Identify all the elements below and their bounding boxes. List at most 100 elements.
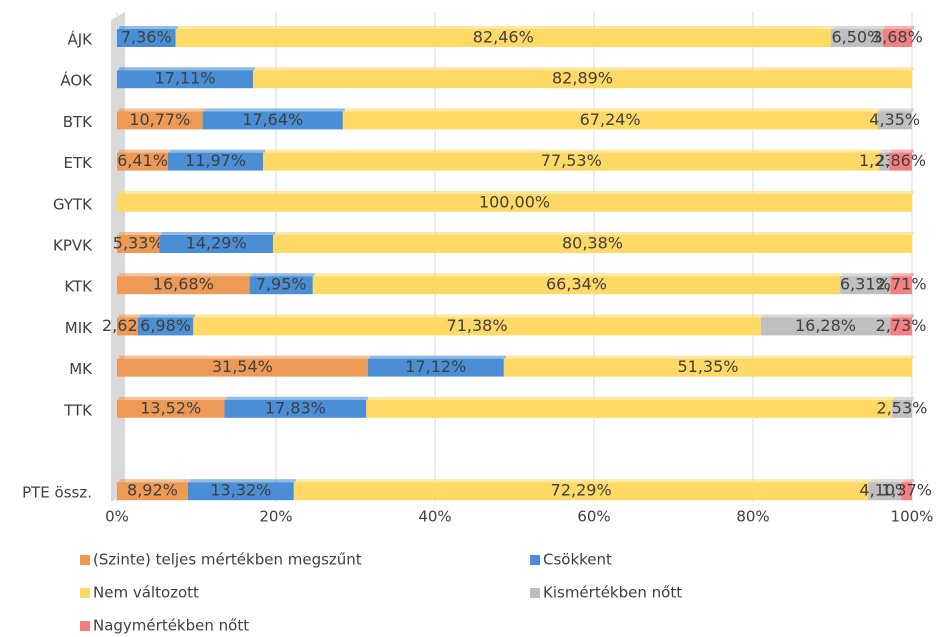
bar-top: [344, 108, 880, 112]
bar-segment: [840, 276, 891, 295]
bar-top: [314, 273, 843, 277]
y-tick-label: GYTK: [53, 195, 93, 213]
data-label: 6,50%: [831, 28, 882, 47]
data-label: 17,12%: [405, 357, 466, 376]
bar-top: [139, 314, 196, 318]
x-tick-label: 20%: [259, 508, 292, 526]
data-label: 13,52%: [140, 398, 201, 417]
data-label: 72,29%: [551, 481, 612, 500]
bar-segment: [193, 317, 761, 336]
x-tick-label: 40%: [418, 508, 451, 526]
bar-top: [870, 479, 904, 483]
bar-segment: [891, 399, 912, 418]
bar-segment: [882, 29, 912, 47]
bar-segment: [760, 317, 891, 336]
data-label: 14,29%: [186, 234, 247, 253]
wall: [111, 12, 125, 502]
bar-top: [119, 232, 162, 235]
bar-top: [189, 479, 296, 483]
bar-top: [119, 190, 914, 194]
bar-top: [879, 108, 914, 112]
bar-top: [881, 149, 892, 153]
bar-segment: [890, 317, 912, 336]
bar-top: [265, 149, 882, 153]
data-label: 80,38%: [562, 234, 623, 253]
bar-segment: [901, 482, 912, 501]
data-label: 100,00%: [479, 192, 550, 211]
bar-top: [177, 26, 834, 29]
bar-top: [891, 149, 914, 153]
bar-segment: [366, 399, 892, 418]
legend-label: Kismértékben nőtt: [543, 584, 682, 602]
bar-top: [903, 479, 914, 483]
bar-top: [119, 149, 170, 153]
bar-top: [893, 396, 914, 400]
data-label: 7,36%: [121, 28, 172, 47]
y-tick-label: ÁJK: [67, 30, 93, 49]
bar-segment: [167, 152, 264, 171]
x-tick-label: 60%: [577, 508, 610, 526]
bar-segment: [117, 482, 188, 501]
data-label: 6,41%: [117, 151, 168, 170]
bar-segment: [249, 276, 313, 295]
data-label: 77,53%: [541, 151, 602, 170]
legend-swatch: [80, 555, 90, 565]
y-tick-label: MIK: [65, 319, 93, 337]
bar-top: [119, 355, 370, 359]
data-label: 82,89%: [552, 69, 613, 88]
data-label: 6,98%: [140, 316, 191, 335]
legend-swatch: [530, 555, 540, 565]
data-label: 2,86%: [875, 151, 926, 170]
data-label: 51,35%: [677, 357, 738, 376]
data-label: 17,83%: [265, 398, 326, 417]
bar-top: [295, 479, 871, 483]
x-tick-label: 100%: [891, 508, 934, 526]
bar-top: [226, 396, 369, 400]
bar-top: [119, 396, 227, 400]
data-label: 8,92%: [127, 481, 178, 500]
y-tick-label: KTK: [64, 278, 93, 296]
legend-label: Csökkent: [543, 551, 612, 569]
x-tick-label: 0%: [105, 508, 129, 526]
data-label: 6,31%: [840, 275, 891, 294]
bar-top: [119, 479, 190, 483]
bar-segment: [117, 70, 254, 89]
bar-top: [842, 273, 893, 277]
bar-top: [119, 108, 205, 112]
legend-swatch: [530, 588, 540, 598]
bar-segment: [272, 235, 912, 253]
data-label: 10,77%: [129, 110, 190, 129]
bar-top: [161, 232, 275, 235]
bar-segment: [224, 399, 367, 418]
bar-segment: [312, 276, 841, 295]
data-label: 4,10%: [859, 481, 910, 500]
data-label: 17,64%: [242, 110, 303, 129]
y-tick-label: TTK: [63, 401, 93, 419]
bar-top: [119, 314, 140, 318]
bar-top: [892, 314, 914, 318]
bar-segment: [187, 482, 294, 501]
bar-top: [274, 232, 914, 235]
bar-segment: [293, 482, 869, 501]
bar-segment: [117, 152, 168, 171]
bar-top: [195, 314, 763, 318]
bar-segment: [117, 317, 138, 336]
bar-top: [892, 273, 914, 277]
bar-segment: [159, 235, 273, 253]
data-label: 2,53%: [877, 398, 928, 417]
data-label: 7,95%: [256, 275, 307, 294]
bar-top: [251, 273, 315, 277]
bar-segment: [890, 276, 912, 295]
bar-segment: [831, 29, 883, 47]
bar-segment: [889, 152, 912, 171]
bar-top: [255, 67, 914, 71]
data-label: 82,46%: [473, 28, 534, 47]
x-tick-label: 80%: [736, 508, 769, 526]
bar-segment: [253, 70, 912, 89]
y-tick-label: MK: [69, 360, 93, 378]
data-label: 2,71%: [876, 275, 927, 294]
y-tick-label: ETK: [64, 154, 94, 172]
data-label: 3,68%: [872, 28, 923, 47]
bar-top: [505, 355, 915, 359]
y-tick-label: BTK: [63, 113, 93, 131]
